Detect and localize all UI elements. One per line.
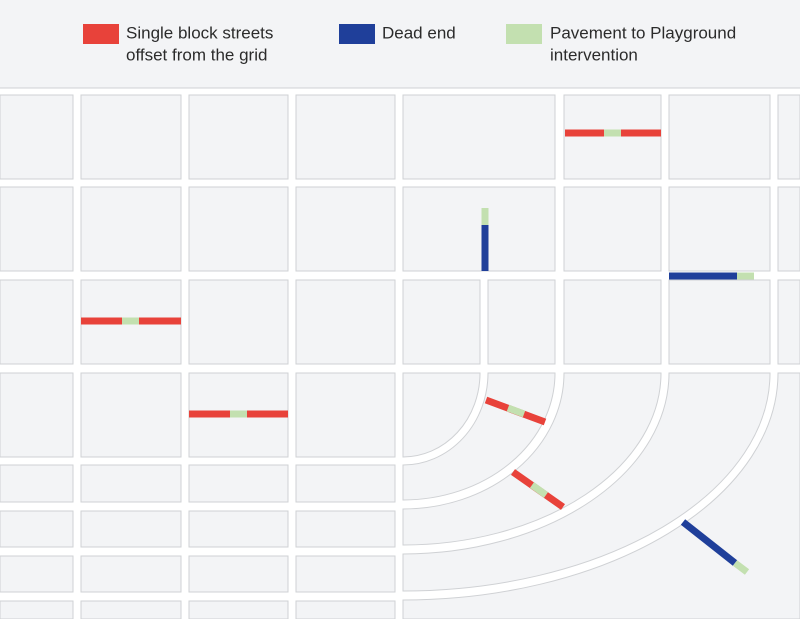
block [295, 510, 396, 548]
block [188, 464, 289, 503]
block [295, 279, 396, 365]
block [487, 279, 556, 365]
block [402, 279, 481, 365]
block [668, 279, 771, 365]
legend-band [0, 0, 800, 88]
block [295, 464, 396, 503]
block [80, 94, 182, 180]
block [0, 555, 74, 593]
block [563, 94, 662, 180]
block [402, 186, 556, 272]
block [0, 94, 74, 180]
block [188, 600, 289, 619]
block [188, 510, 289, 548]
block [668, 94, 771, 180]
block [188, 94, 289, 180]
block [0, 186, 74, 272]
block [0, 279, 74, 365]
block [295, 372, 396, 458]
block [80, 186, 182, 272]
block [668, 186, 771, 272]
dead-end [680, 519, 738, 566]
block [0, 600, 74, 619]
playground [506, 404, 526, 418]
block [188, 555, 289, 593]
block [295, 600, 396, 619]
block [0, 510, 74, 548]
block [563, 186, 662, 272]
legend: Single block streets offset from the gri… [83, 23, 736, 64]
block [295, 186, 396, 272]
block [80, 510, 182, 548]
block [80, 372, 182, 458]
legend-label: Single block streets [126, 23, 273, 42]
block [80, 464, 182, 503]
curved-block [402, 372, 771, 592]
block [777, 94, 800, 180]
legend-label: offset from the grid [126, 45, 267, 64]
block [777, 186, 800, 272]
street-markings [81, 129, 754, 575]
blocks [0, 94, 800, 619]
curved-block [402, 372, 662, 546]
block [188, 279, 289, 365]
block [563, 279, 662, 365]
block [0, 464, 74, 503]
legend-label: Dead end [382, 23, 456, 42]
legend-label: intervention [550, 45, 638, 64]
playground [732, 560, 750, 575]
block [777, 279, 800, 365]
legend-swatch [83, 24, 119, 44]
curved-block [402, 372, 800, 619]
legend-swatch [506, 24, 542, 44]
block [0, 372, 74, 458]
legend-swatch [339, 24, 375, 44]
block [80, 555, 182, 593]
curved-block [402, 372, 481, 458]
block [295, 94, 396, 180]
block [80, 600, 182, 619]
block [188, 186, 289, 272]
playground [529, 482, 549, 498]
block [295, 555, 396, 593]
legend-label: Pavement to Playground [550, 23, 736, 42]
block [402, 94, 556, 180]
